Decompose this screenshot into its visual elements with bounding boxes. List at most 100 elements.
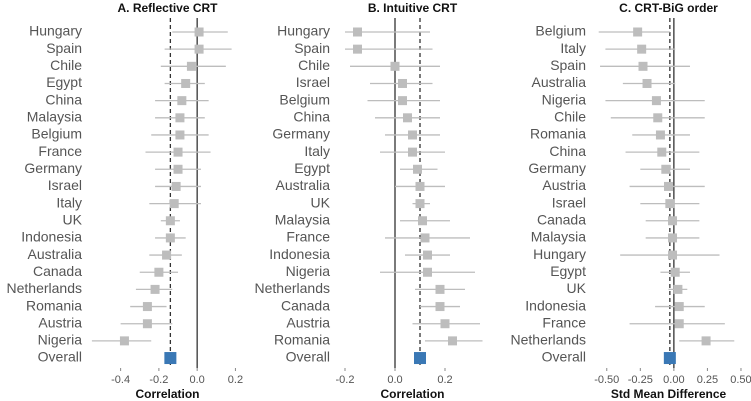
- category-label: Nigeria: [38, 332, 83, 348]
- category-label: Chile: [554, 109, 586, 125]
- point: [408, 130, 417, 140]
- category-label: Nigeria: [542, 91, 587, 107]
- point: [162, 250, 172, 260]
- category-label: Belgium: [535, 23, 586, 39]
- point: [670, 267, 680, 277]
- point: [651, 96, 661, 106]
- category-label: Australia: [28, 246, 83, 262]
- category-label: Overall: [38, 349, 82, 365]
- category-label: Indonesia: [525, 297, 586, 313]
- category-label: Indonesia: [269, 246, 330, 262]
- point: [175, 113, 185, 123]
- category-label: Hungary: [29, 23, 82, 39]
- point: [150, 284, 160, 294]
- point: [353, 27, 362, 37]
- point: [418, 216, 427, 226]
- category-label: Canada: [33, 263, 82, 279]
- category-label: Israel: [296, 74, 330, 90]
- point: [194, 27, 204, 37]
- point: [668, 250, 678, 260]
- point: [668, 233, 678, 243]
- summary-point: [414, 352, 426, 365]
- category-label: Austria: [286, 314, 330, 330]
- point: [413, 164, 422, 174]
- category-label: Malaysia: [27, 109, 82, 125]
- category-label: Netherlands: [511, 332, 587, 348]
- category-label: China: [45, 91, 82, 107]
- category-label: Egypt: [550, 263, 586, 279]
- category-label: Canada: [281, 297, 330, 313]
- point: [674, 302, 684, 312]
- category-label: Overall: [286, 349, 330, 365]
- x-tick-label: 0.2: [437, 374, 452, 386]
- category-label: Chile: [50, 57, 82, 73]
- panel-title: C. CRT-BiG order: [619, 1, 718, 15]
- x-axis-label: Std Mean Difference: [611, 387, 727, 401]
- category-label: Austria: [542, 177, 586, 193]
- category-label: Romania: [530, 126, 586, 142]
- x-tick-label: -0.2: [336, 374, 355, 386]
- point: [440, 319, 450, 329]
- point: [142, 319, 152, 329]
- point: [435, 302, 445, 312]
- category-label: Belgium: [279, 91, 330, 107]
- point: [657, 147, 667, 157]
- x-tick-label: 0.0: [190, 374, 205, 386]
- category-label: UK: [63, 211, 83, 227]
- x-axis-label: Correlation: [135, 387, 199, 401]
- category-label: Germany: [24, 160, 82, 176]
- category-label: China: [549, 143, 586, 159]
- point: [154, 267, 164, 277]
- point: [415, 181, 425, 191]
- x-tick-label: -0.50: [594, 374, 619, 386]
- category-label: France: [542, 314, 586, 330]
- category-label: Egypt: [294, 160, 330, 176]
- x-tick-label: 0.2: [228, 374, 243, 386]
- category-label: Hungary: [277, 23, 330, 39]
- x-tick-label: -0.2: [149, 374, 168, 386]
- point: [403, 113, 412, 123]
- category-label: Nigeria: [286, 263, 331, 279]
- category-label: Spain: [550, 57, 586, 73]
- point: [408, 147, 417, 157]
- category-label: Australia: [532, 74, 587, 90]
- point: [173, 164, 183, 174]
- category-label: Italy: [304, 143, 330, 159]
- point: [638, 61, 648, 71]
- point: [415, 199, 425, 209]
- point: [177, 96, 187, 106]
- x-tick-label: 0.00: [663, 374, 684, 386]
- summary-point: [164, 352, 177, 365]
- point: [186, 61, 196, 71]
- category-label: Belgium: [31, 126, 82, 142]
- category-label: Australia: [276, 177, 331, 193]
- category-label: Germany: [272, 126, 330, 142]
- category-label: France: [38, 143, 82, 159]
- category-label: Malaysia: [275, 211, 330, 227]
- point: [633, 27, 643, 37]
- category-label: Indonesia: [21, 229, 82, 245]
- category-label: Hungary: [533, 246, 586, 262]
- category-label: Austria: [38, 314, 82, 330]
- point: [119, 336, 129, 346]
- point: [642, 78, 652, 88]
- category-label: Italy: [56, 194, 82, 210]
- x-tick-label: 0.50: [730, 374, 751, 386]
- category-label: Netherlands: [255, 280, 331, 296]
- x-tick-label: -0.25: [628, 374, 653, 386]
- category-label: Romania: [274, 332, 330, 348]
- point: [423, 250, 432, 260]
- category-label: France: [286, 229, 330, 245]
- point: [653, 113, 663, 123]
- panel-title: B. Intuitive CRT: [368, 1, 458, 15]
- x-tick-label: 0.25: [697, 374, 718, 386]
- x-tick-label: -0.4: [111, 374, 130, 386]
- category-label: Canada: [537, 211, 586, 227]
- category-label: Germany: [528, 160, 586, 176]
- category-label: Israel: [552, 194, 586, 210]
- category-label: Malaysia: [531, 229, 586, 245]
- point: [420, 233, 430, 243]
- point: [673, 284, 683, 294]
- point: [637, 44, 647, 54]
